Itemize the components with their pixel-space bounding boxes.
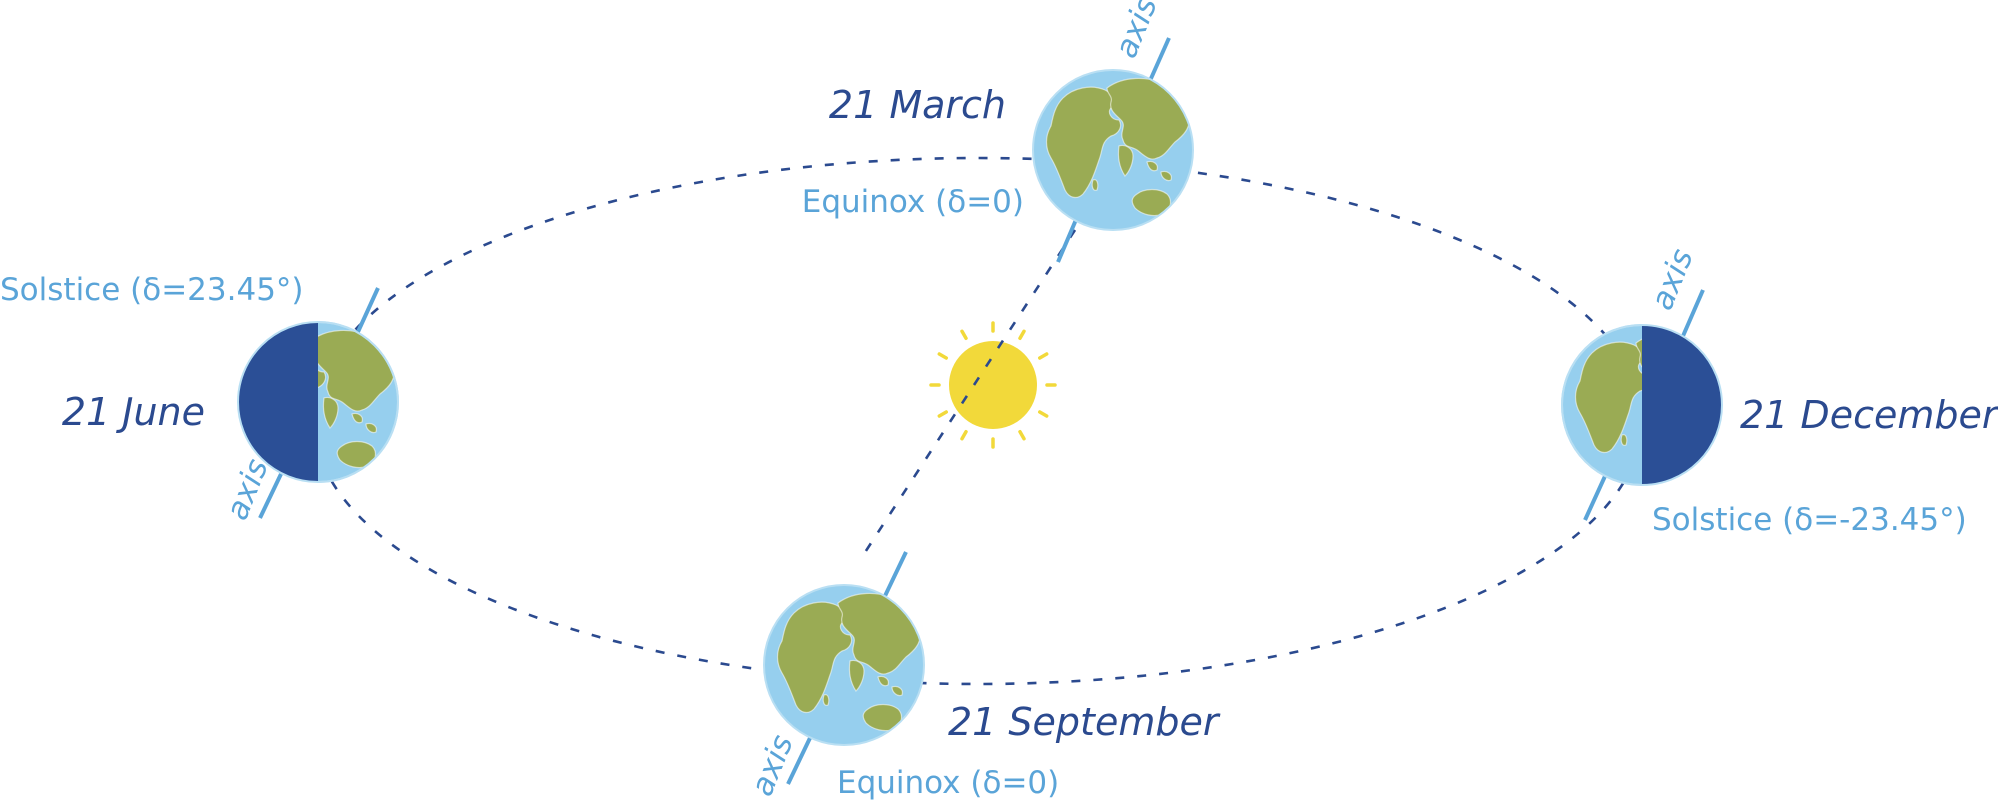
axis-label-september: axis [744, 730, 801, 801]
date-label-march: 21 March [829, 83, 1006, 127]
axis-label-march: axis [1108, 0, 1165, 63]
event-label-march: Equinox (δ=0) [802, 184, 1024, 220]
date-label-september: 21 September [948, 700, 1221, 744]
earth-june: axis 21 June Solstice (δ=23.45°) [0, 272, 399, 525]
date-label-december: 21 December [1740, 393, 1998, 437]
earth-march: axis 21 March Equinox (δ=0) [802, 0, 1193, 263]
event-label-september: Equinox (δ=0) [837, 765, 1059, 801]
axis-line-september-top [882, 551, 908, 599]
axis-label-december: axis [1644, 244, 1701, 315]
axis-line-december-bottom [1583, 473, 1608, 521]
axis-label-june: axis [219, 454, 276, 525]
sun-icon [929, 321, 1057, 449]
axis-line-september-bottom [786, 737, 812, 785]
earth-globe-icon [1033, 70, 1193, 230]
earth-globe-icon [1561, 324, 1723, 486]
axis-line-december-top [1681, 289, 1705, 337]
earth-globe-icon [237, 321, 399, 483]
axis-line-march-lower [1056, 214, 1080, 263]
axis-line-march [1147, 37, 1171, 84]
earth-september: axis 21 September Equinox (δ=0) [744, 551, 1221, 801]
axis-line-june-bottom [258, 473, 283, 519]
event-label-december: Solstice (δ=-23.45°) [1652, 502, 1967, 538]
axis-line-june-top [355, 287, 380, 335]
earth-globe-icon [764, 585, 924, 745]
event-label-june: Solstice (δ=23.45°) [0, 272, 304, 308]
earth-december: axis 21 December Solstice (δ=-23.45°) [1561, 244, 1998, 538]
date-label-june: 21 June [62, 390, 205, 434]
